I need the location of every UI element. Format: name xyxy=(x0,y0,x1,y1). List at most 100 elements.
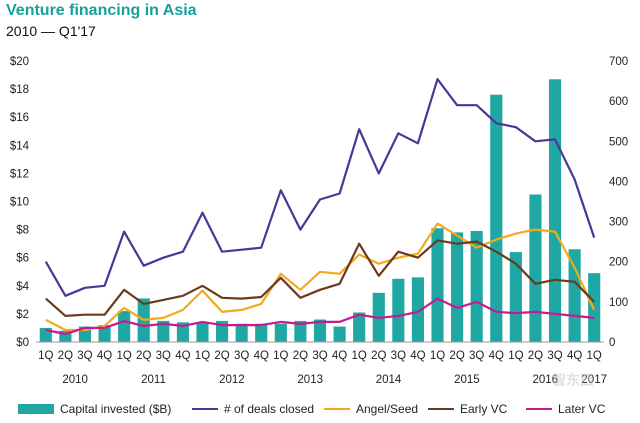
left-axis-tick-label: $0 xyxy=(16,337,29,349)
x-axis-year-label: 2014 xyxy=(376,374,402,386)
x-axis-quarter-label: 3Q xyxy=(469,350,484,362)
bar-capital-invested xyxy=(568,249,581,342)
left-axis-tick-label: $4 xyxy=(16,281,29,293)
bar-capital-invested xyxy=(509,252,522,342)
watermark-logo: 智东西 xyxy=(552,372,594,388)
x-axis-quarter-label: 3Q xyxy=(77,350,92,362)
x-axis-quarter-label: 1Q xyxy=(195,350,210,362)
right-axis-tick-label: 300 xyxy=(609,217,628,229)
x-axis-year-label: 2016 xyxy=(532,374,558,386)
legend-label-deals-closed: # of deals closed xyxy=(224,402,315,416)
bar-capital-invested xyxy=(333,326,346,342)
legend-item-angel-seed: Angel/Seed xyxy=(324,401,418,417)
bar-capital-invested xyxy=(294,320,307,342)
left-axis-tick-label: $16 xyxy=(10,112,29,124)
legend-swatch-deals-closed xyxy=(192,408,218,410)
legend-item-deals-closed: # of deals closed xyxy=(192,401,314,417)
legend-swatch-angel-seed xyxy=(324,408,350,410)
x-axis-quarter-label: 4Q xyxy=(97,350,112,362)
bar-capital-invested xyxy=(255,323,268,342)
x-axis-quarter-label: 2Q xyxy=(58,350,73,362)
legend-item-capital-invested: Capital invested ($B) xyxy=(18,401,171,417)
x-axis-quarter-label: 4Q xyxy=(332,350,347,362)
legend-label-angel-seed: Angel/Seed xyxy=(356,402,419,416)
x-axis-quarter-label: 3Q xyxy=(391,350,406,362)
legend-item-early-vc: Early VC xyxy=(428,401,507,417)
legend-swatch-later-vc xyxy=(526,408,552,410)
bar-capital-invested xyxy=(431,228,444,342)
x-axis-quarter-label: 1Q xyxy=(38,350,53,362)
x-axis-quarter-label: 4Q xyxy=(410,350,425,362)
x-axis-quarter-label: 3Q xyxy=(156,350,171,362)
x-axis-quarter-label: 1Q xyxy=(352,350,367,362)
x-axis-quarter-label: 1Q xyxy=(508,350,523,362)
legend-swatch-early-vc xyxy=(428,408,454,410)
bar-capital-invested xyxy=(313,319,327,342)
left-axis-tick-label: $12 xyxy=(10,168,29,180)
x-axis-year-label: 2011 xyxy=(141,374,166,386)
bar-capital-invested xyxy=(235,323,248,342)
x-axis-year-label: 2010 xyxy=(62,374,88,386)
line-of-deals-closed xyxy=(44,77,596,297)
x-axis-quarter-label: 2Q xyxy=(449,350,464,362)
bar-capital-invested xyxy=(529,194,542,342)
right-axis-tick-label: 400 xyxy=(609,176,628,188)
bar-capital-invested xyxy=(392,278,405,342)
x-axis-year-label: 2012 xyxy=(219,374,245,386)
x-axis-quarter-label: 4Q xyxy=(489,350,504,362)
left-axis-tick-label: $18 xyxy=(10,84,29,96)
right-axis-tick-label: 500 xyxy=(609,136,628,148)
chart-subtitle: 2010 — Q1'17 xyxy=(6,23,96,39)
x-axis-quarter-label: 3Q xyxy=(547,350,562,362)
bar-capital-invested xyxy=(490,94,503,342)
bar-capital-invested xyxy=(451,232,464,342)
legend-label-capital-invested: Capital invested ($B) xyxy=(60,402,172,416)
line-later-vc xyxy=(45,297,595,336)
bar-capital-invested xyxy=(548,79,562,342)
legend-label-later-vc: Later VC xyxy=(558,402,606,416)
legend-label-early-vc: Early VC xyxy=(460,402,508,416)
bar-capital-invested xyxy=(157,320,170,342)
bar-capital-invested xyxy=(98,325,111,342)
bar-capital-invested xyxy=(176,322,189,342)
line-early-vc xyxy=(45,239,595,317)
chart-title: Venture financing in Asia xyxy=(6,2,197,19)
chart-legend: Capital invested ($B) # of deals closed … xyxy=(18,401,638,419)
right-axis-tick-label: 0 xyxy=(609,337,615,349)
x-axis-year-label: 2013 xyxy=(297,374,323,386)
x-axis-quarter-label: 2Q xyxy=(214,350,229,362)
legend-swatch-capital-invested xyxy=(18,404,54,414)
right-axis-tick-label: 100 xyxy=(609,297,628,309)
bar-capital-invested xyxy=(196,322,209,342)
bar-capital-invested xyxy=(59,330,72,342)
x-axis-quarter-label: 3Q xyxy=(312,350,327,362)
bar-capital-invested xyxy=(470,231,483,342)
left-axis-tick-label: $8 xyxy=(16,225,29,237)
x-axis-quarter-label: 3Q xyxy=(234,350,249,362)
left-axis-tick-label: $20 xyxy=(10,56,29,68)
bar-capital-invested xyxy=(411,277,425,342)
left-axis-tick-label: $6 xyxy=(16,253,29,265)
x-axis-quarter-label: 4Q xyxy=(567,350,582,362)
bar-capital-invested xyxy=(118,311,131,342)
line-angel-seed xyxy=(45,222,596,332)
x-axis-quarter-label: 1Q xyxy=(430,350,445,362)
x-axis-quarter-label: 4Q xyxy=(175,350,190,362)
left-axis-tick-label: $14 xyxy=(10,140,30,152)
right-axis-tick-label: 700 xyxy=(609,56,628,68)
left-axis-tick-label: $2 xyxy=(16,309,29,321)
left-axis-tick-label: $10 xyxy=(10,197,29,209)
x-axis-quarter-label: 2Q xyxy=(293,350,308,362)
x-axis-quarter-label: 1Q xyxy=(587,350,602,362)
bar-capital-invested xyxy=(353,312,366,342)
x-axis-year-label: 2015 xyxy=(454,374,480,386)
x-axis-quarter-label: 2Q xyxy=(371,350,386,362)
legend-item-later-vc: Later VC xyxy=(526,401,605,417)
right-axis-tick-label: 200 xyxy=(609,257,628,269)
bar-capital-invested xyxy=(274,323,287,342)
chart-plot: $0 $2 $4 $6 $8 $10 $12 $14 $16 $18 $20 0 100 200 300 40… xyxy=(10,56,628,386)
x-axis-year-label: 2017 xyxy=(581,374,607,386)
x-axis-quarter-label: 1Q xyxy=(273,350,288,362)
right-axis-tick-label: 600 xyxy=(609,96,628,108)
x-axis-quarter-label: 1Q xyxy=(116,350,131,362)
